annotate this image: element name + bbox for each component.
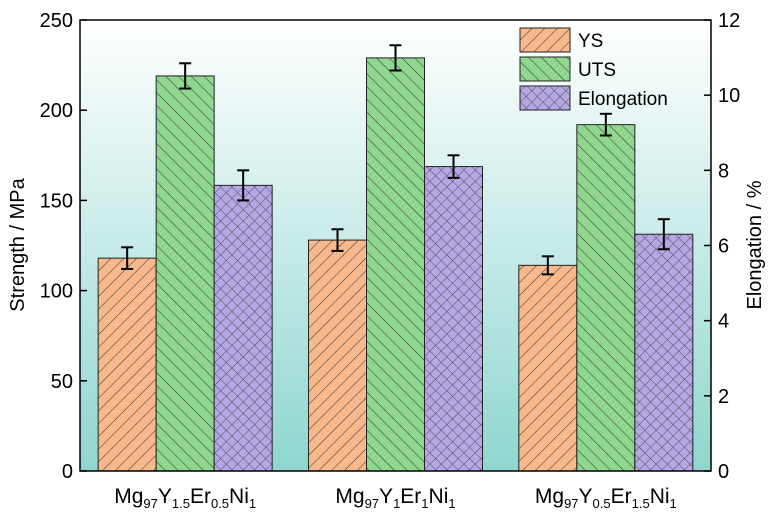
error-bars-layer	[121, 44, 670, 276]
error-bar-ys-1	[121, 246, 134, 270]
bar-elongation-1-hatch	[213, 184, 273, 472]
legend: YS UTS Elongation	[519, 27, 668, 111]
y-tick-label: 250	[40, 10, 73, 32]
bar-uts-2-hatch	[366, 57, 425, 472]
legend-label: Elongation	[578, 89, 668, 110]
x-category-label: Mg97Y1Er1Ni1	[335, 485, 455, 511]
y-tick-label: 100	[40, 281, 73, 303]
x-category-labels: Mg97Y1.5Er0.5Ni1 Mg97Y1Er1Ni1 Mg97Y0.5Er1.…	[114, 485, 677, 511]
error-bar-ys-3	[541, 255, 554, 276]
legend-label: YS	[578, 31, 603, 52]
bar-ys-2-hatch	[308, 239, 367, 472]
y2-tick-label: 6	[718, 236, 729, 258]
y-tick-label: 50	[51, 371, 73, 393]
y-tick-label: 150	[40, 190, 73, 212]
left-axis: 0 50 100 150 200 250	[40, 10, 87, 483]
legend-item-ys: YS	[519, 27, 603, 53]
y-tick-label: 200	[40, 100, 73, 122]
y2-tick-label: 0	[718, 461, 729, 483]
bar-ys-3-hatch	[518, 264, 578, 472]
x-category-label: Mg97Y1.5Er0.5Ni1	[114, 485, 256, 511]
y2-axis-title: Elongation / %	[744, 180, 766, 309]
bar-elongation-3-hatch	[634, 233, 694, 472]
y-tick-label: 0	[62, 461, 73, 483]
bar-elongation-2-hatch	[424, 166, 483, 472]
error-bar-elongation-1	[237, 169, 250, 202]
error-bar-uts-3	[599, 112, 612, 137]
error-bar-ys-2	[331, 228, 344, 252]
bar-uts-3-hatch	[576, 124, 636, 472]
error-bar-uts-2	[389, 44, 402, 72]
error-bar-elongation-2	[447, 154, 460, 179]
y2-tick-label: 8	[718, 160, 729, 182]
legend-label: UTS	[578, 60, 616, 81]
bars-layer	[97, 57, 694, 472]
x-category-label: Mg97Y0.5Er1.5Ni1	[535, 485, 677, 511]
right-axis: 0 2 4 6 8 10 12	[704, 10, 740, 483]
bar-uts-1-hatch	[155, 75, 215, 472]
error-bar-uts-1	[179, 62, 192, 90]
y2-tick-label: 4	[718, 311, 729, 333]
y2-tick-label: 10	[718, 85, 740, 107]
y2-tick-label: 2	[718, 386, 729, 408]
error-bar-elongation-3	[657, 218, 670, 251]
y-axis-title: Strength / MPa	[7, 177, 29, 311]
legend-item-uts: UTS	[519, 56, 616, 82]
legend-item-elongation: Elongation	[519, 85, 668, 111]
y2-tick-label: 12	[718, 10, 740, 32]
bar-ys-1-hatch	[97, 257, 157, 472]
